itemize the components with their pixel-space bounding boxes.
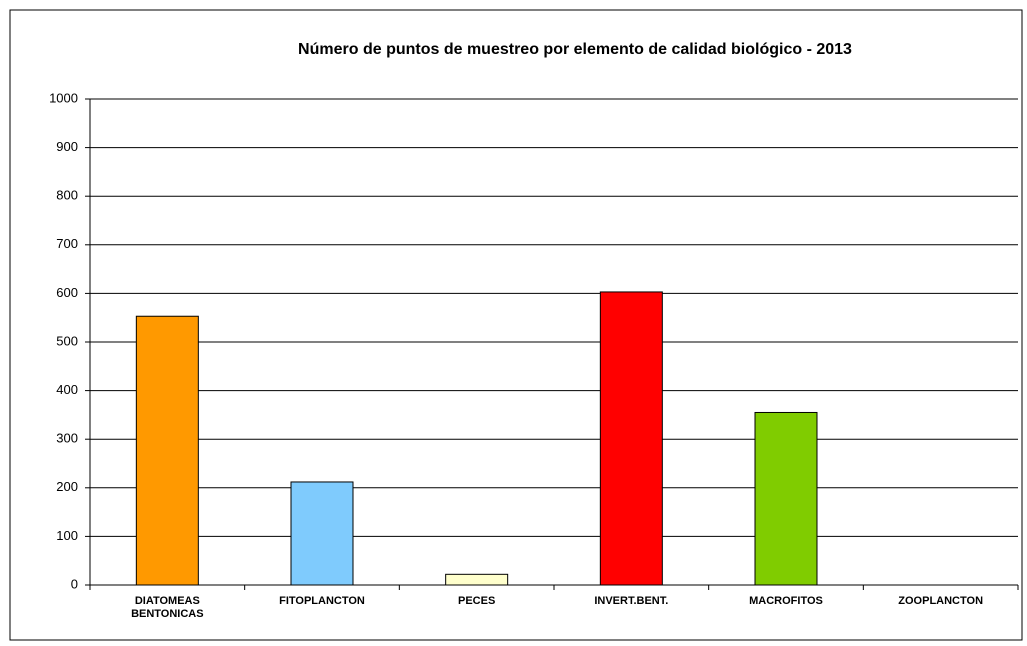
- x-tick-label: FITOPLANCTON: [279, 595, 365, 607]
- bar: [135, 315, 199, 586]
- bar: [445, 573, 509, 586]
- y-tick-label: 800: [56, 188, 78, 203]
- bar: [754, 411, 818, 586]
- x-tick-label: DIATOMEAS BENTONICAS: [131, 595, 204, 620]
- x-tick-label: INVERT.BENT.: [594, 595, 669, 607]
- x-tick-label: MACROFITOS: [749, 595, 823, 607]
- y-tick-label: 1000: [49, 90, 78, 105]
- y-tick-label: 0: [71, 576, 78, 591]
- y-tick-label: 900: [56, 139, 78, 154]
- y-tick-label: 100: [56, 528, 78, 543]
- x-tick-label: PECES: [458, 595, 496, 607]
- y-tick-label: 300: [56, 431, 78, 446]
- y-tick-label: 600: [56, 285, 78, 300]
- chart-title: Número de puntos de muestreo por element…: [298, 41, 852, 58]
- y-tick-label: 700: [56, 236, 78, 251]
- bar: [599, 291, 663, 586]
- x-tick-label: ZOOPLANCTON: [898, 595, 984, 607]
- y-tick-label: 200: [56, 479, 78, 494]
- y-tick-label: 400: [56, 382, 78, 397]
- y-tick-label: 500: [56, 333, 78, 348]
- bar: [290, 481, 354, 586]
